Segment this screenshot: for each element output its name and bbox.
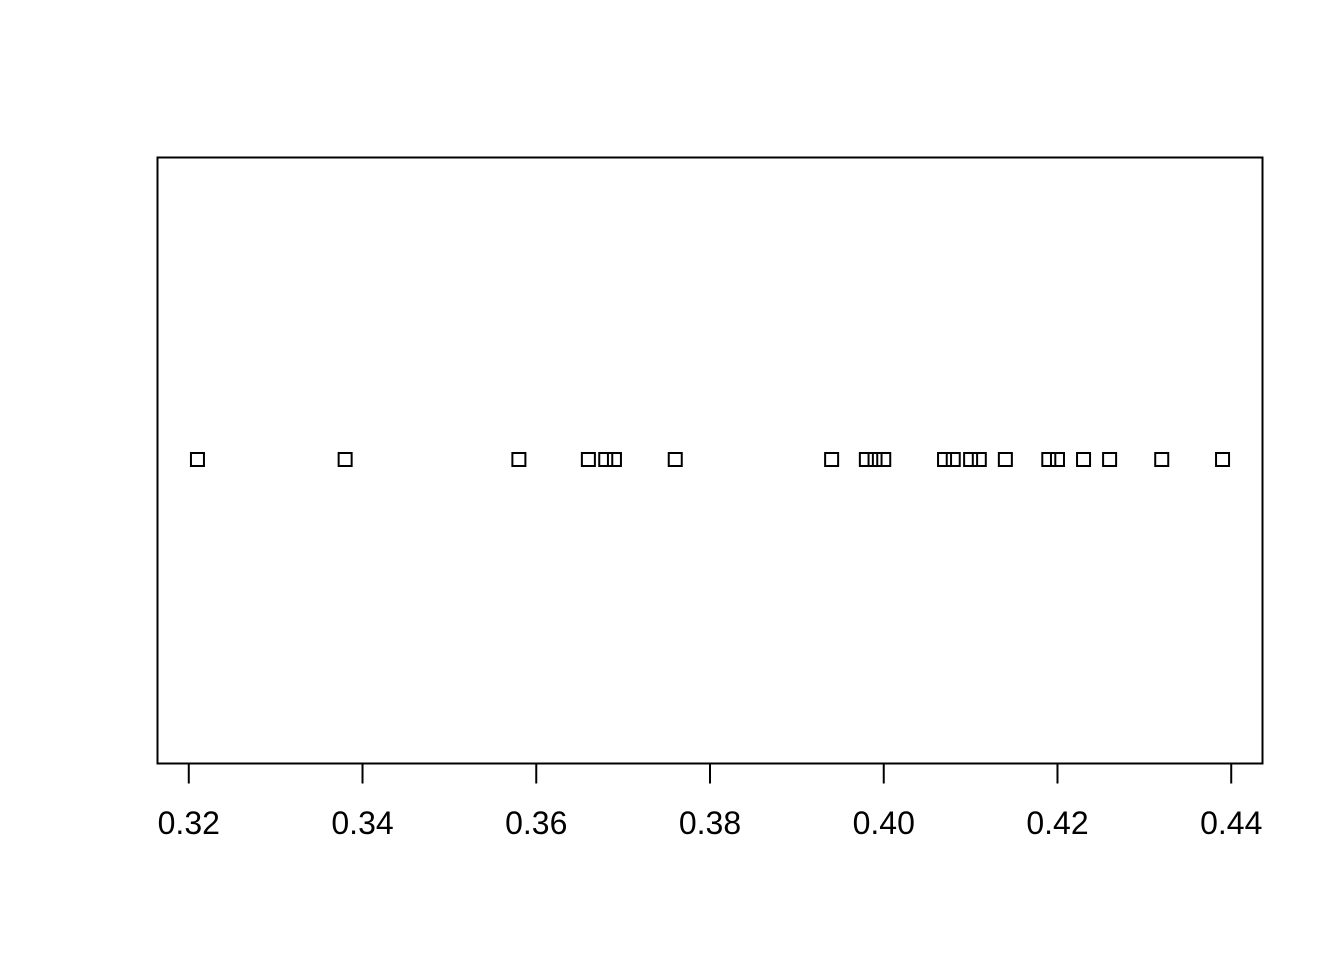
x-tick-label: 0.36 xyxy=(505,805,567,841)
data-point-square xyxy=(876,452,892,467)
data-point-square xyxy=(1215,452,1231,467)
x-tick-label: 0.34 xyxy=(331,805,393,841)
x-axis: 0.32 0.34 0.36 0.38 0.40 0.42 0.44 xyxy=(158,762,1262,841)
data-point-square xyxy=(606,452,622,467)
data-point-square xyxy=(1102,452,1118,467)
data-points xyxy=(189,452,1231,467)
data-point-square xyxy=(997,452,1013,467)
data-point-square xyxy=(971,452,987,467)
data-point-square xyxy=(824,452,840,467)
data-point-square xyxy=(598,452,614,467)
x-tick-label: 0.32 xyxy=(158,805,220,841)
data-point-square xyxy=(580,452,596,467)
data-point-square xyxy=(867,452,883,467)
data-point-square xyxy=(1041,452,1057,467)
data-point-square xyxy=(1154,452,1170,467)
data-point-square xyxy=(511,452,527,467)
data-point-square xyxy=(963,452,979,467)
x-tick-label: 0.40 xyxy=(853,805,915,841)
data-point-square xyxy=(667,452,683,467)
plot-frame xyxy=(156,156,1264,765)
x-tick-label: 0.38 xyxy=(679,805,741,841)
x-tick-label: 0.42 xyxy=(1026,805,1088,841)
data-point-square xyxy=(1049,452,1065,467)
data-point-square xyxy=(1076,452,1092,467)
data-point-square xyxy=(937,452,953,467)
data-point-square xyxy=(945,452,961,467)
data-point-square xyxy=(858,452,874,467)
data-point-square xyxy=(189,452,205,467)
data-point-square xyxy=(337,452,353,467)
x-tick-label: 0.44 xyxy=(1200,805,1262,841)
